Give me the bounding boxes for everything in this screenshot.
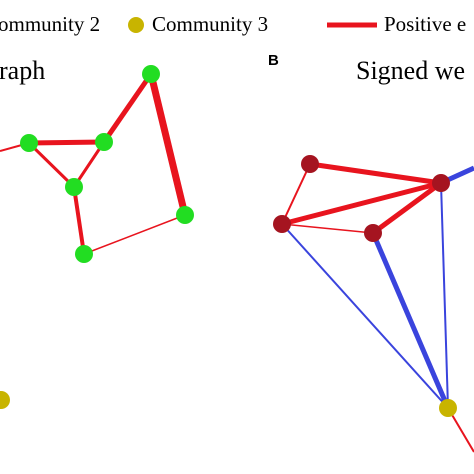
panel-b-nodes [273, 155, 457, 417]
neg-edge-r4-y1 [281, 223, 449, 409]
panel-b-letter: B [268, 52, 279, 69]
panel-a-edges [0, 72, 189, 255]
edge-3-6 [72, 186, 86, 255]
node-a3 [65, 178, 83, 196]
pos-edge-r4-r2 [281, 180, 442, 227]
edge-1-3 [27, 141, 76, 189]
node-a2 [95, 133, 113, 151]
node-b3 [273, 215, 291, 233]
panel-a-nodes [0, 65, 194, 409]
node-b5 [439, 399, 457, 417]
neg-edge-r2-y1 [440, 182, 449, 409]
node-a1 [20, 134, 38, 152]
node-a4 [142, 65, 160, 83]
node-b4 [364, 224, 382, 242]
pos-edge-r1-r2 [309, 161, 442, 186]
edge-1-2 [28, 139, 105, 146]
legend-positive-edge-label: Positive e [384, 12, 467, 36]
panel-b-positive-edges [281, 161, 474, 453]
edge-2-3 [72, 141, 106, 188]
node-b1 [301, 155, 319, 173]
node-b2 [432, 174, 450, 192]
node-a6 [75, 245, 93, 263]
node-a5 [176, 206, 194, 224]
neg-edge-r5-y1 [370, 232, 451, 409]
panel-a-title: raph [0, 56, 46, 85]
pos-edge-r5-r2 [371, 180, 443, 236]
edge-4-5 [147, 73, 189, 216]
legend-community3-marker [128, 17, 144, 33]
pos-edge-r1-r4 [281, 163, 311, 225]
panel-b-title: Signed we [356, 56, 466, 85]
node-a7 [0, 391, 10, 409]
pos-edge-r4-r5 [281, 223, 374, 234]
legend-community2-label: ommunity 2 [0, 12, 101, 36]
edge-6-5 [83, 214, 186, 255]
legend-community3-label: Community 3 [152, 12, 269, 36]
edge-2-4 [101, 72, 154, 144]
panel-b-negative-edges [281, 165, 474, 409]
